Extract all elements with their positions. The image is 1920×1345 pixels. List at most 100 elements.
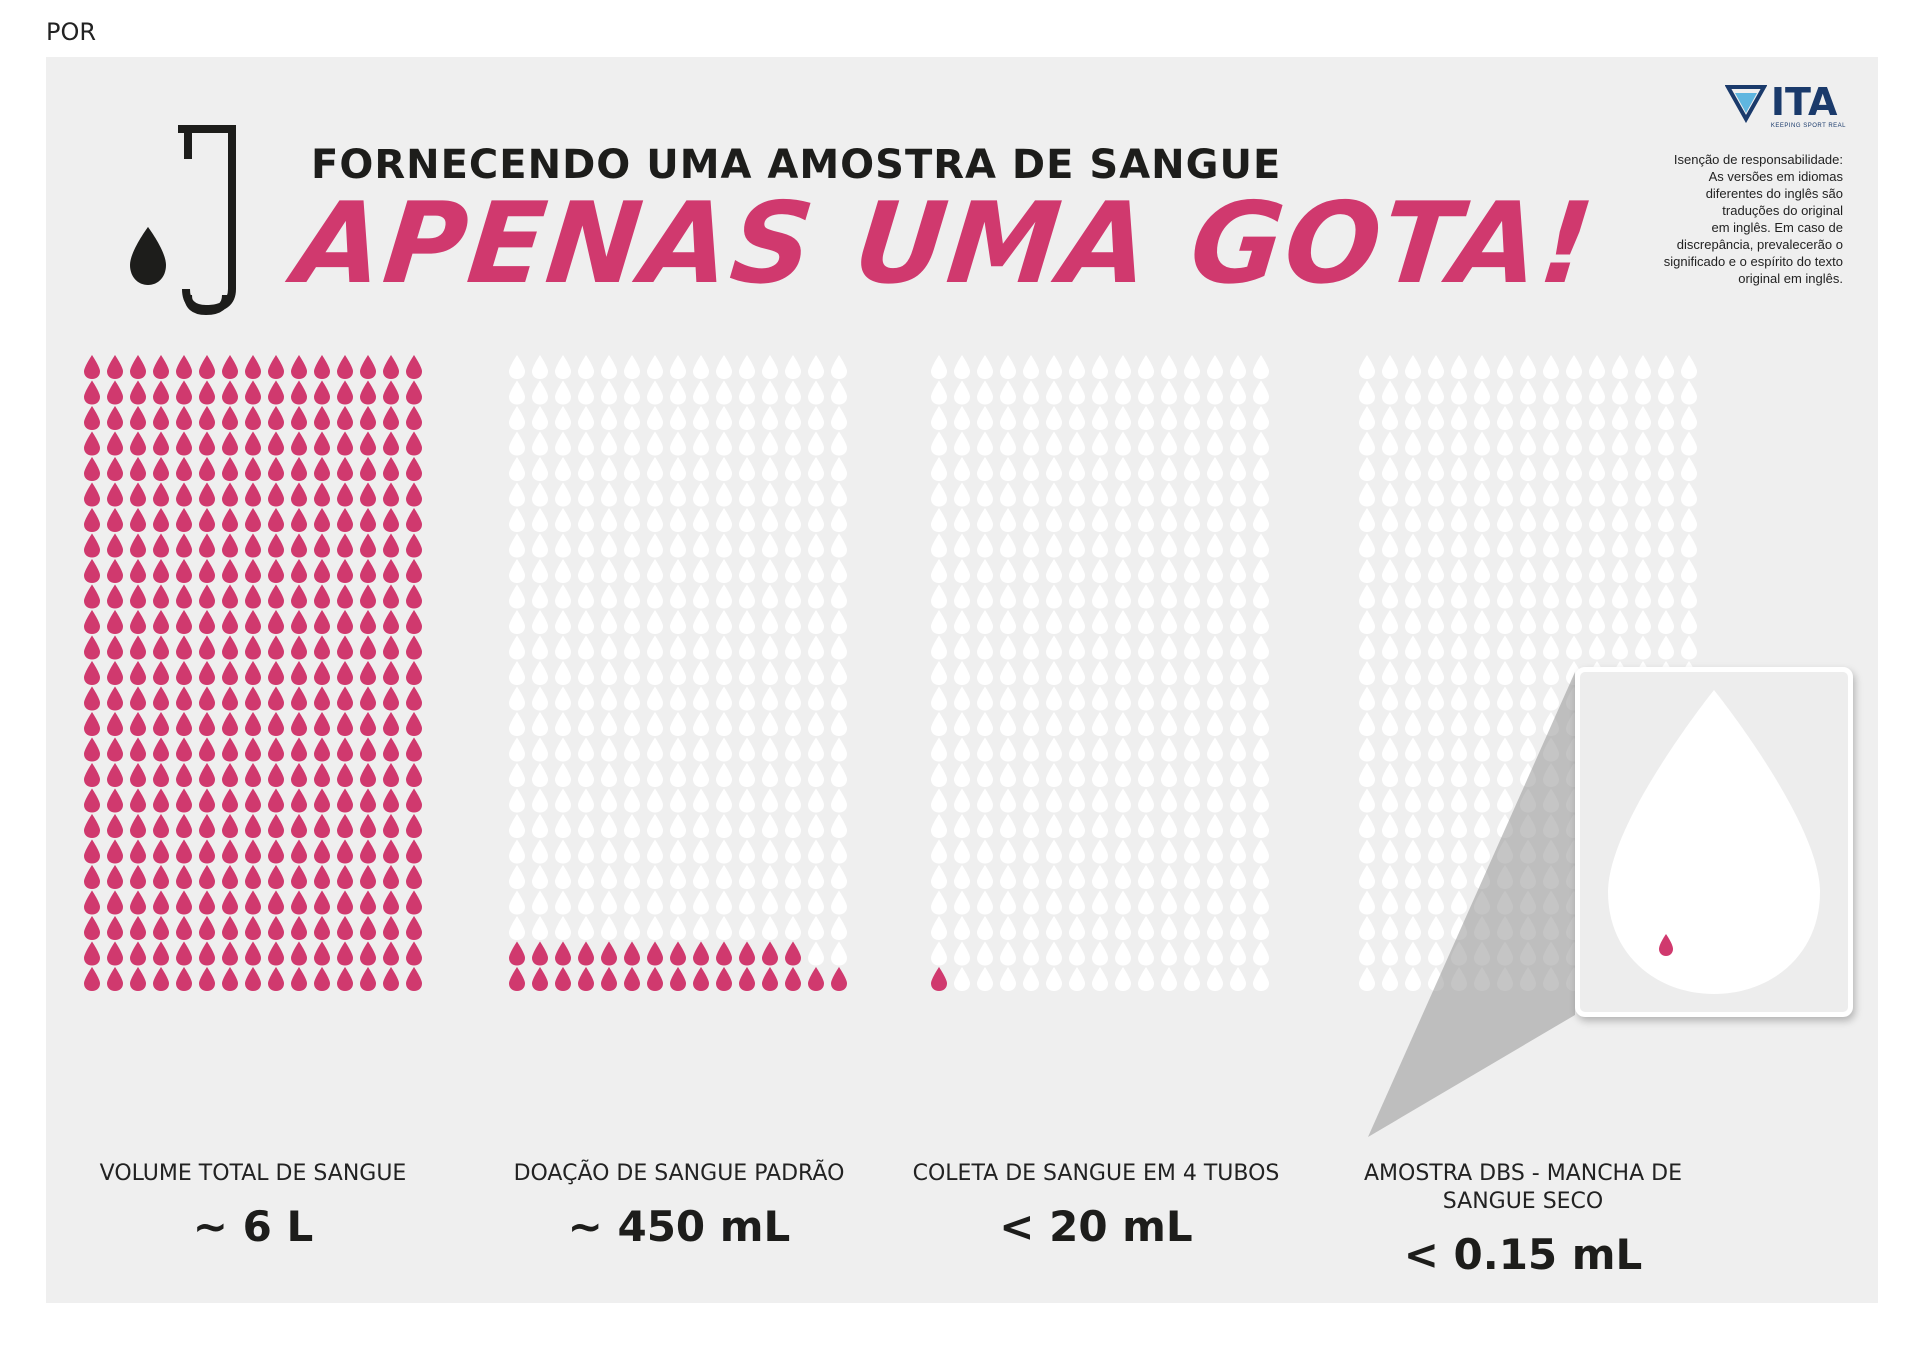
blood-drop-icon xyxy=(176,482,192,507)
blood-drop-icon xyxy=(1635,482,1651,507)
blood-drop-icon xyxy=(1000,482,1016,507)
blood-drop-icon xyxy=(808,508,824,532)
blood-drop-icon xyxy=(153,431,169,456)
blood-drop-icon xyxy=(1428,661,1444,685)
blood-drop-icon xyxy=(245,635,261,660)
blood-drop-icon xyxy=(1253,533,1269,558)
blood-drop-icon xyxy=(716,380,732,405)
blood-drop-icon xyxy=(1023,941,1039,966)
blood-drop-icon xyxy=(1543,559,1559,583)
blood-drop-icon xyxy=(1161,559,1177,583)
blood-drop-icon xyxy=(509,814,525,838)
blood-drop-icon xyxy=(624,610,640,634)
blood-drop-icon xyxy=(360,661,376,685)
blood-drop-icon xyxy=(785,380,801,405)
blood-drop-icon xyxy=(1382,533,1398,558)
blood-drop-icon xyxy=(1230,712,1246,736)
blood-drop-icon xyxy=(716,686,732,711)
blood-drop-icon xyxy=(1253,355,1269,379)
blood-drop-icon xyxy=(1451,635,1467,660)
blood-drop-icon xyxy=(670,916,686,940)
blood-drop-icon xyxy=(360,457,376,481)
blood-drop-icon xyxy=(762,967,778,991)
blood-drop-icon xyxy=(383,559,399,583)
blood-drop-icon xyxy=(1046,686,1062,711)
blood-drop-icon xyxy=(1253,941,1269,966)
blood-drop-icon xyxy=(222,865,238,889)
blood-drop-icon xyxy=(107,355,123,379)
blood-drop-icon xyxy=(670,406,686,430)
blood-drop-icon xyxy=(406,839,422,864)
blood-drop-icon xyxy=(624,508,640,532)
blood-drop-icon xyxy=(337,737,353,762)
blood-drop-icon xyxy=(1612,355,1628,379)
blood-drop-icon xyxy=(931,584,947,609)
blood-drop-icon xyxy=(176,865,192,889)
blood-drop-icon xyxy=(1023,610,1039,634)
blood-drop-icon xyxy=(1359,380,1375,405)
blood-drop-icon xyxy=(268,559,284,583)
blood-drop-icon xyxy=(555,406,571,430)
blood-drop-icon xyxy=(954,788,970,813)
blood-drop-icon xyxy=(1184,788,1200,813)
blood-drop-icon xyxy=(808,865,824,889)
blood-drop-icon xyxy=(406,686,422,711)
blood-drop-icon xyxy=(360,482,376,507)
blood-drop-icon xyxy=(578,355,594,379)
blood-drop-icon xyxy=(693,737,709,762)
blood-drop-icon xyxy=(1589,533,1605,558)
blood-drop-icon xyxy=(1069,788,1085,813)
blood-drop-icon xyxy=(555,355,571,379)
blood-drop-icon xyxy=(268,482,284,507)
blood-drop-icon xyxy=(107,406,123,430)
blood-drop-icon xyxy=(1589,380,1605,405)
blood-drop-icon xyxy=(337,814,353,838)
blood-drop-icon xyxy=(670,763,686,787)
blood-drop-icon xyxy=(647,482,663,507)
blood-drop-icon xyxy=(1230,941,1246,966)
blood-drop-icon xyxy=(1428,635,1444,660)
blood-drop-icon xyxy=(954,814,970,838)
blood-drop-icon xyxy=(931,482,947,507)
blood-drop-icon xyxy=(647,610,663,634)
blood-drop-icon xyxy=(1046,814,1062,838)
blood-drop-icon xyxy=(1230,916,1246,940)
blood-drop-icon xyxy=(360,508,376,532)
blood-drop-icon xyxy=(1474,584,1490,609)
blood-drop-icon xyxy=(509,457,525,481)
blood-drop-icon xyxy=(1382,686,1398,711)
blood-drop-icon xyxy=(360,584,376,609)
blood-drop-icon xyxy=(555,763,571,787)
blood-drop-icon xyxy=(555,380,571,405)
blood-drop-icon xyxy=(1474,661,1490,685)
blood-drop-icon xyxy=(406,457,422,481)
blood-drop-icon xyxy=(670,967,686,991)
blood-drop-icon xyxy=(1589,431,1605,456)
blood-drop-icon xyxy=(1359,661,1375,685)
blood-drop-icon xyxy=(647,916,663,940)
blood-drop-icon xyxy=(739,712,755,736)
blood-drop-icon xyxy=(1138,355,1154,379)
blood-drop-icon xyxy=(360,559,376,583)
blood-drop-icon xyxy=(693,431,709,456)
blood-drop-icon xyxy=(107,559,123,583)
blood-drop-icon xyxy=(107,737,123,762)
blood-drop-icon xyxy=(268,355,284,379)
blood-drop-icon xyxy=(1115,941,1131,966)
blood-drop-icon xyxy=(130,635,146,660)
blood-drop-icon xyxy=(693,865,709,889)
blood-drop-icon xyxy=(1543,661,1559,685)
blood-drop-icon xyxy=(291,967,307,991)
blood-drop-icon xyxy=(383,967,399,991)
blood-drop-icon xyxy=(808,559,824,583)
blood-drop-icon xyxy=(716,610,732,634)
blood-drop-icon xyxy=(762,584,778,609)
blood-drop-icon xyxy=(291,406,307,430)
blood-drop-icon xyxy=(199,865,215,889)
blood-drop-icon xyxy=(931,788,947,813)
blood-drop-icon xyxy=(954,686,970,711)
blood-drop-icon xyxy=(1092,482,1108,507)
blood-drop-icon xyxy=(1023,814,1039,838)
blood-drop-icon xyxy=(1451,482,1467,507)
blood-drop-icon xyxy=(808,686,824,711)
